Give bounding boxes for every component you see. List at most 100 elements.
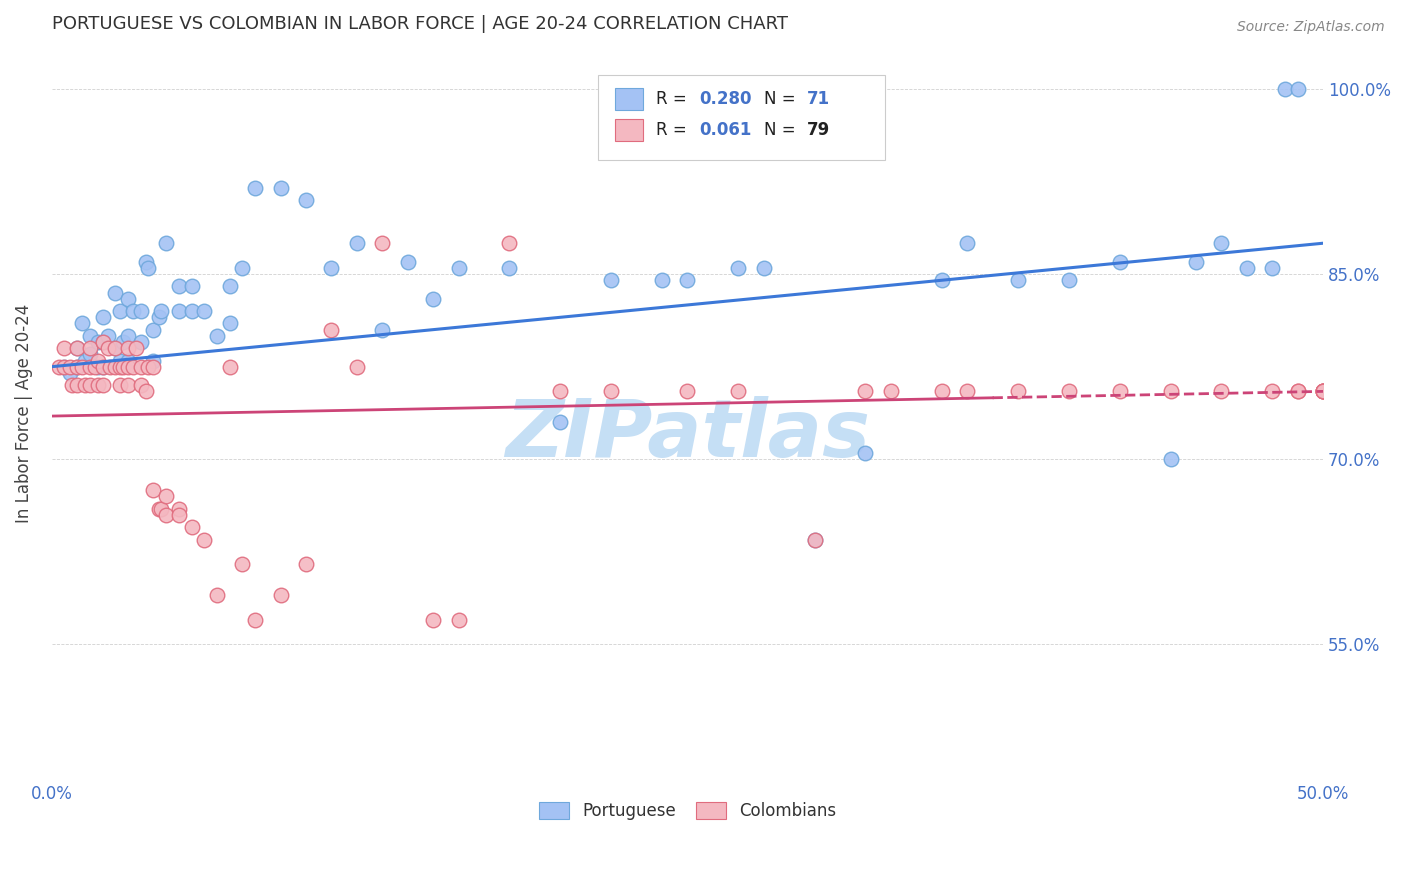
Point <box>371 236 394 251</box>
Point <box>1108 254 1130 268</box>
Point <box>1312 384 1334 399</box>
Point <box>231 260 253 275</box>
Point <box>104 285 127 300</box>
Point <box>346 236 368 251</box>
Point <box>1160 384 1182 399</box>
Point <box>117 378 139 392</box>
Point <box>129 334 152 349</box>
Point <box>346 359 368 374</box>
Point <box>295 558 318 572</box>
Point <box>396 254 419 268</box>
Point <box>1286 82 1309 96</box>
Point <box>231 558 253 572</box>
Point <box>58 359 80 374</box>
Point <box>167 279 190 293</box>
Text: Source: ZipAtlas.com: Source: ZipAtlas.com <box>1237 20 1385 34</box>
Point <box>1160 452 1182 467</box>
Point <box>48 359 70 374</box>
Point <box>498 260 520 275</box>
Point <box>72 317 94 331</box>
Point <box>1211 384 1233 399</box>
Point <box>180 279 202 293</box>
Point <box>498 236 520 251</box>
Point <box>931 384 953 399</box>
Point <box>218 279 240 293</box>
Point <box>270 588 292 602</box>
Point <box>855 446 877 460</box>
Point <box>321 323 343 337</box>
Point <box>53 359 76 374</box>
Point <box>60 378 83 392</box>
Point <box>727 260 749 275</box>
Point <box>148 310 170 325</box>
Point <box>91 378 114 392</box>
Point <box>1007 384 1029 399</box>
Point <box>110 353 132 368</box>
Point <box>142 323 165 337</box>
Point <box>97 341 120 355</box>
Point <box>66 359 89 374</box>
Point <box>676 384 699 399</box>
Point <box>205 588 228 602</box>
Text: 79: 79 <box>807 121 830 139</box>
Legend: Portuguese, Colombians: Portuguese, Colombians <box>531 796 842 827</box>
Point <box>1007 273 1029 287</box>
Point <box>66 378 89 392</box>
Point <box>243 180 266 194</box>
Point <box>1236 260 1258 275</box>
Y-axis label: In Labor Force | Age 20-24: In Labor Force | Age 20-24 <box>15 303 32 523</box>
Point <box>1057 384 1080 399</box>
Point <box>117 341 139 355</box>
Point <box>86 359 108 374</box>
Point <box>1211 236 1233 251</box>
Point <box>111 359 134 374</box>
Point <box>66 341 89 355</box>
Point <box>1286 384 1309 399</box>
Point <box>79 347 101 361</box>
Point <box>1185 254 1208 268</box>
Point <box>218 317 240 331</box>
Point <box>880 384 903 399</box>
Point <box>117 359 139 374</box>
Point <box>104 359 127 374</box>
Point <box>86 353 108 368</box>
Text: R =: R = <box>655 121 692 139</box>
Point <box>73 353 96 368</box>
FancyBboxPatch shape <box>614 120 643 141</box>
Point <box>91 359 114 374</box>
Point <box>129 359 152 374</box>
Text: N =: N = <box>763 90 800 108</box>
Point <box>91 334 114 349</box>
Point <box>155 489 177 503</box>
Point <box>321 260 343 275</box>
Point <box>1312 384 1334 399</box>
Point <box>73 378 96 392</box>
Text: PORTUGUESE VS COLOMBIAN IN LABOR FORCE | AGE 20-24 CORRELATION CHART: PORTUGUESE VS COLOMBIAN IN LABOR FORCE |… <box>52 15 787 33</box>
Point <box>1261 260 1284 275</box>
Point <box>956 236 979 251</box>
Point <box>122 304 145 318</box>
Point <box>91 334 114 349</box>
Point <box>138 359 160 374</box>
Point <box>193 533 215 547</box>
Point <box>155 508 177 522</box>
Point <box>1312 384 1334 399</box>
Point <box>205 328 228 343</box>
Point <box>79 378 101 392</box>
Point <box>79 328 101 343</box>
Point <box>72 359 94 374</box>
Point <box>129 378 152 392</box>
Point <box>752 260 775 275</box>
Point <box>676 273 699 287</box>
Point <box>110 378 132 392</box>
Point <box>1312 384 1334 399</box>
Point <box>180 304 202 318</box>
Point <box>1057 273 1080 287</box>
Point <box>111 334 134 349</box>
Point <box>931 273 953 287</box>
Point <box>193 304 215 318</box>
Point <box>180 520 202 534</box>
Text: 71: 71 <box>807 90 830 108</box>
Point <box>1261 384 1284 399</box>
Point <box>855 384 877 399</box>
